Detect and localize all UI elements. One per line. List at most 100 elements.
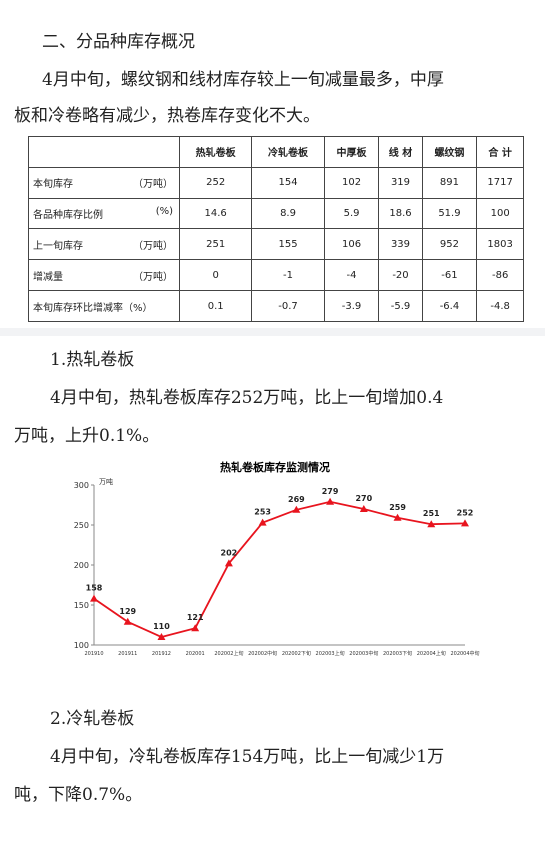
data-point bbox=[224, 559, 233, 567]
inventory-table: 热轧卷板 冷轧卷板 中厚板 线 材 螺纹钢 合 计 本旬库存 （万吨） 252 1… bbox=[28, 136, 524, 322]
chart-title: 热轧卷板库存监测情况 bbox=[220, 460, 330, 474]
table-cell: 0 bbox=[178, 259, 253, 292]
table-cell: 18.6 bbox=[378, 197, 423, 230]
row-label-text: 上一旬库存 bbox=[33, 240, 83, 252]
row-label-text: 本旬库存环比增减率（%） bbox=[33, 302, 153, 314]
table-cell: 251 bbox=[178, 228, 253, 261]
row-label: 增减量 （万吨） bbox=[28, 259, 180, 292]
table-cell: -0.7 bbox=[251, 290, 325, 322]
y-tick-label: 250 bbox=[74, 521, 89, 530]
table-row: 上一旬库存 （万吨） 251 155 106 339 952 1803 bbox=[28, 228, 524, 261]
table-cell: 106 bbox=[323, 228, 380, 261]
data-label: 269 bbox=[288, 495, 305, 504]
data-point bbox=[326, 497, 335, 505]
table-header-row: 热轧卷板 冷轧卷板 中厚板 线 材 螺纹钢 合 计 bbox=[28, 136, 524, 168]
row-unit: （万吨） bbox=[133, 240, 173, 252]
x-tick-label: 202003上旬 bbox=[316, 650, 345, 657]
table-cell: 891 bbox=[421, 166, 478, 199]
x-tick-label: 202002中旬 bbox=[248, 650, 277, 657]
y-tick-label: 150 bbox=[74, 601, 89, 610]
x-tick-label: 202001 bbox=[186, 651, 205, 657]
table-header-cell bbox=[28, 136, 180, 168]
row-label: 各品种库存比例 (%) bbox=[28, 197, 180, 230]
table-cell: 339 bbox=[378, 228, 423, 261]
data-label: 259 bbox=[389, 503, 406, 512]
row-unit: （万吨） bbox=[133, 179, 173, 191]
row-label: 上一旬库存 （万吨） bbox=[28, 228, 180, 261]
hot-rolled-line-1: 4月中旬，热轧卷板库存252万吨，比上一旬增加0.4 bbox=[50, 388, 444, 408]
x-tick-label: 202002上旬 bbox=[214, 650, 243, 657]
table-header-cell: 螺纹钢 bbox=[421, 136, 478, 168]
x-tick-label: 202002下旬 bbox=[282, 650, 311, 657]
table-cell: 0.1 bbox=[178, 290, 253, 322]
table-cell: 1803 bbox=[476, 228, 524, 261]
table-cell: -61 bbox=[421, 259, 478, 292]
table-cell: 8.9 bbox=[251, 197, 325, 230]
table-cell: 14.6 bbox=[178, 197, 253, 230]
chart-y-unit: 万吨 bbox=[99, 477, 113, 486]
table-header-cell: 合 计 bbox=[476, 136, 524, 168]
table-header-cell: 线 材 bbox=[378, 136, 423, 168]
data-point bbox=[359, 505, 368, 512]
x-tick-label: 201912 bbox=[152, 651, 171, 657]
x-tick-label: 202004上旬 bbox=[417, 650, 446, 657]
section-heading: 二、分品种库存概况 bbox=[42, 32, 195, 52]
y-tick-label: 300 bbox=[74, 481, 89, 490]
data-label: 129 bbox=[119, 607, 136, 616]
table-cell: 100 bbox=[476, 197, 524, 230]
data-point bbox=[123, 617, 132, 625]
table-cell: -86 bbox=[476, 259, 524, 292]
table-cell: 319 bbox=[378, 166, 423, 199]
cold-rolled-line-2: 吨，下降0.7%。 bbox=[14, 785, 143, 805]
table-cell: 5.9 bbox=[323, 197, 380, 230]
table-cell: 102 bbox=[323, 166, 380, 199]
table-cell: -1 bbox=[251, 259, 325, 292]
x-tick-label: 202004中旬 bbox=[450, 650, 479, 657]
x-tick-label: 201910 bbox=[84, 651, 103, 657]
table-row: 本旬库存 （万吨） 252 154 102 319 891 1717 bbox=[28, 166, 524, 199]
table-cell: -4.8 bbox=[476, 290, 524, 322]
table-cell: -3.9 bbox=[323, 290, 380, 322]
table-cell: -20 bbox=[378, 259, 423, 292]
table-cell: 1717 bbox=[476, 166, 524, 199]
data-point bbox=[191, 624, 200, 632]
row-label-text: 增减量 bbox=[33, 271, 63, 283]
data-point bbox=[157, 633, 166, 640]
cold-rolled-line-1: 4月中旬，冷轧卷板库存154万吨，比上一旬减少1万 bbox=[50, 747, 445, 767]
table-cell: -6.4 bbox=[421, 290, 478, 322]
intro-line-1: 4月中旬，螺纹钢和线材库存较上一旬减量最多，中厚 bbox=[42, 70, 444, 90]
series-line bbox=[93, 500, 466, 638]
intro-line-2: 板和冷卷略有减少，热卷库存变化不大。 bbox=[14, 106, 320, 126]
table-cell: 154 bbox=[251, 166, 325, 199]
table-row: 本旬库存环比增减率（%） 0.1 -0.7 -3.9 -5.9 -6.4 -4.… bbox=[28, 290, 524, 322]
data-label: 253 bbox=[254, 508, 271, 517]
data-label: 279 bbox=[322, 487, 339, 496]
x-tick-label: 202003中旬 bbox=[349, 650, 378, 657]
bottom-page-band bbox=[0, 336, 545, 847]
row-label-text: 各品种库存比例 bbox=[33, 210, 103, 222]
x-tick-label: 202003下旬 bbox=[383, 650, 412, 657]
row-label-text: 本旬库存 bbox=[33, 179, 73, 191]
hot-rolled-inventory-chart: 热轧卷板库存监测情况 万吨 100 150 200 250 300 201910 20191… bbox=[74, 460, 480, 657]
table-cell: -4 bbox=[323, 259, 380, 292]
data-point bbox=[258, 518, 267, 526]
data-label: 252 bbox=[457, 508, 474, 517]
data-label: 202 bbox=[221, 548, 238, 557]
table-header-cell: 冷轧卷板 bbox=[251, 136, 325, 168]
row-label: 本旬库存环比增减率（%） bbox=[28, 290, 180, 322]
data-label: 110 bbox=[153, 622, 170, 631]
row-label: 本旬库存 （万吨） bbox=[28, 166, 180, 199]
y-tick-label: 200 bbox=[74, 561, 89, 570]
table-cell: 952 bbox=[421, 228, 478, 261]
table-row: 各品种库存比例 (%) 14.6 8.9 5.9 18.6 51.9 100 bbox=[28, 197, 524, 230]
row-unit: (%) bbox=[155, 206, 173, 218]
data-label: 158 bbox=[86, 584, 103, 593]
table-cell: 51.9 bbox=[421, 197, 478, 230]
y-tick-label: 100 bbox=[74, 641, 89, 650]
data-point bbox=[461, 519, 469, 527]
subsection-heading-cold-rolled: 2.冷轧卷板 bbox=[50, 709, 135, 729]
hot-rolled-line-2: 万吨，上升0.1%。 bbox=[14, 426, 160, 446]
table-cell: 155 bbox=[251, 228, 325, 261]
table-cell: 252 bbox=[178, 166, 253, 199]
table-row: 增减量 （万吨） 0 -1 -4 -20 -61 -86 bbox=[28, 259, 524, 292]
